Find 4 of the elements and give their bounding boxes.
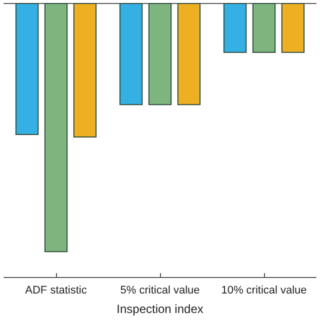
x-tick-label: 10% critical value <box>221 284 307 296</box>
x-axis-title: Inspection index <box>116 302 204 316</box>
x-tick-label: 5% critical value <box>120 284 200 296</box>
x-tick-label: ADF statistic <box>25 284 88 296</box>
